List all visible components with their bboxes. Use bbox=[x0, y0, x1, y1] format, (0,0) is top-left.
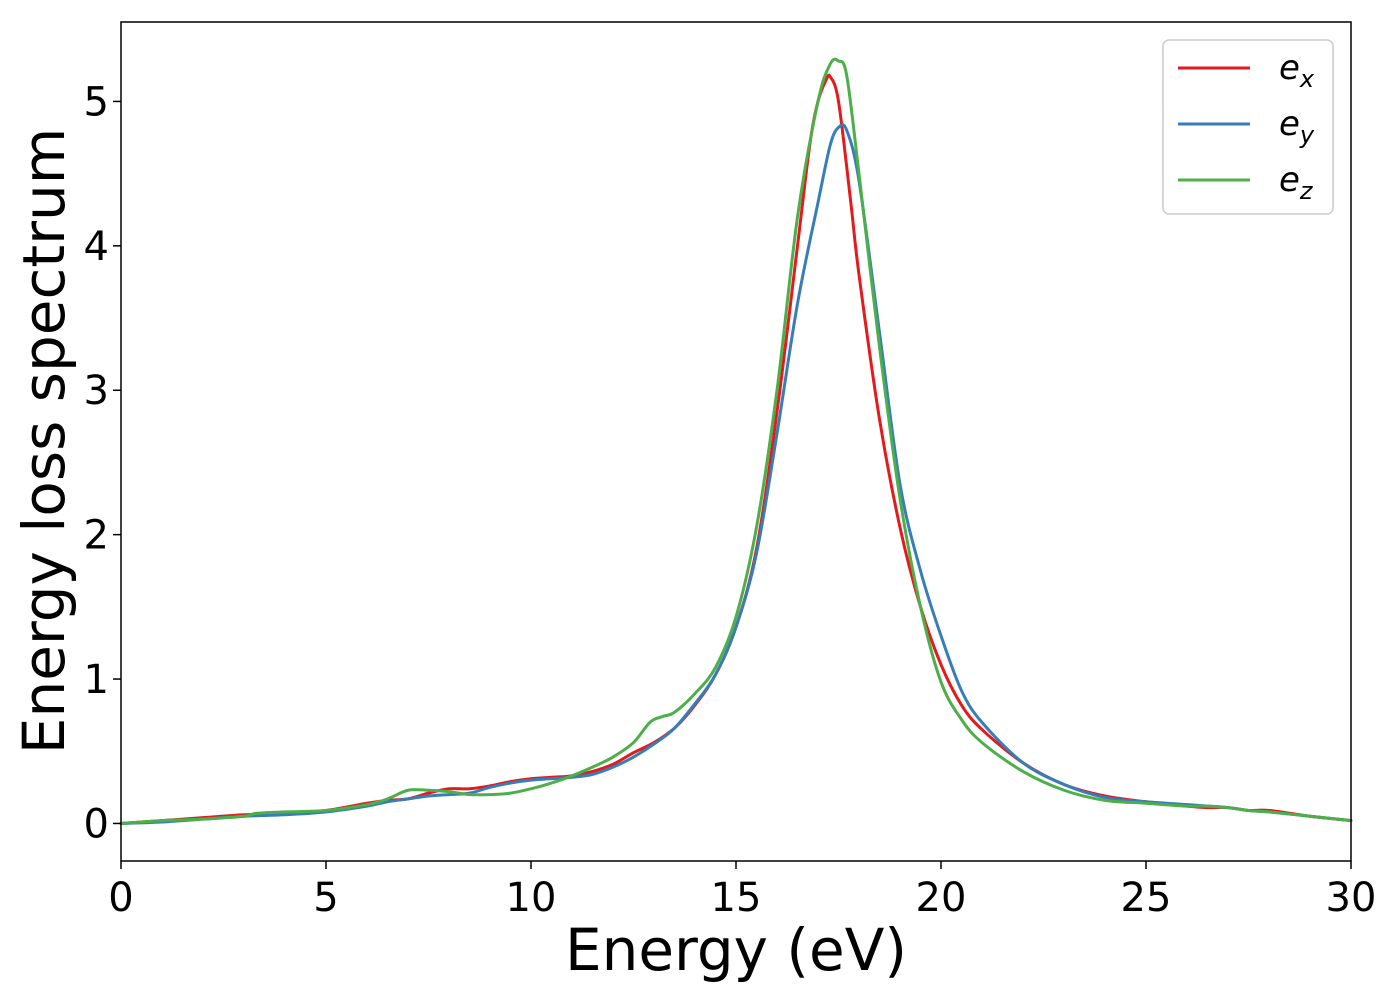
y-axis-label: Energy loss spectrum bbox=[10, 128, 78, 754]
x-tick-label: 25 bbox=[1121, 875, 1172, 921]
y-tick-label: 3 bbox=[84, 368, 109, 414]
series-line-y bbox=[119, 123, 1353, 825]
legend-label-x: ex bbox=[1279, 48, 1315, 93]
series-line-z bbox=[119, 57, 1353, 825]
x-tick-label: 0 bbox=[108, 875, 133, 921]
x-tick-label: 10 bbox=[506, 875, 557, 921]
y-axis-ticks: 0 1 2 3 4 5 bbox=[84, 79, 121, 847]
x-axis-label: Energy (eV) bbox=[565, 916, 907, 984]
x-tick-label: 5 bbox=[313, 875, 338, 921]
series-layer bbox=[119, 57, 1353, 825]
y-tick-label: 0 bbox=[84, 801, 109, 847]
y-tick-label: 1 bbox=[84, 657, 109, 703]
legend-label-z: ez bbox=[1279, 160, 1314, 205]
legend-box bbox=[1162, 39, 1334, 215]
x-axis-ticks: 0 5 10 15 20 25 30 bbox=[108, 861, 1376, 921]
x-tick-label: 20 bbox=[916, 875, 967, 921]
y-tick-label: 2 bbox=[84, 513, 109, 559]
x-tick-label: 15 bbox=[711, 875, 762, 921]
legend: ex ey ez bbox=[1162, 39, 1334, 215]
y-tick-label: 5 bbox=[84, 79, 109, 125]
y-tick-label: 4 bbox=[84, 224, 109, 270]
legend-label-y: ey bbox=[1279, 104, 1315, 149]
x-tick-label: 30 bbox=[1326, 875, 1377, 921]
